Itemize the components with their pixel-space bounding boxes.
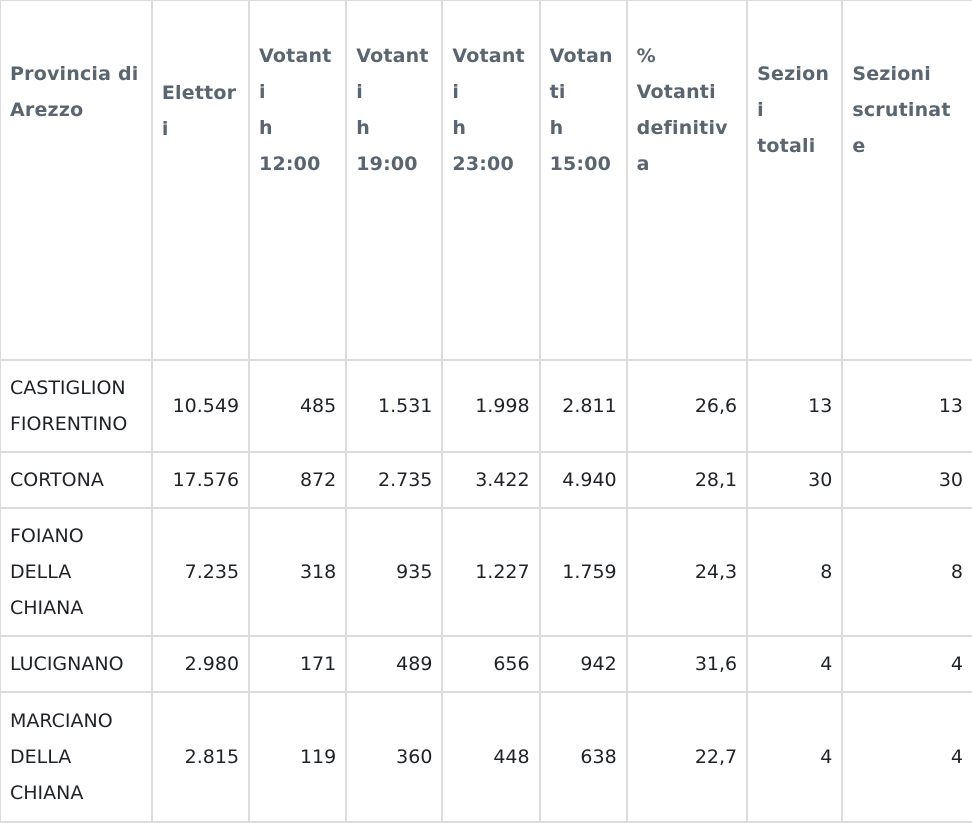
header-provincia: Provincia di Arezzo (0, 0, 153, 361)
cell-provincia: CASTIGLION FIORENTINO (0, 359, 153, 453)
cell-votanti-12: 318 (248, 507, 348, 637)
cell-votanti-23: 1.998 (441, 359, 541, 453)
cell-votanti-12: 485 (248, 359, 348, 453)
cell-sezioni-totali: 8 (746, 507, 844, 637)
table-header-row: Provincia di Arezzo Elettori Votanti h 1… (0, 0, 972, 361)
cell-votanti-15: 1.759 (538, 507, 628, 637)
cell-votanti-23: 3.422 (441, 451, 541, 509)
cell-sezioni-scrutinate: 30 (841, 451, 972, 509)
cell-sezioni-scrutinate: 4 (841, 635, 972, 693)
header-elettori: Elettori (150, 0, 251, 361)
cell-sezioni-totali: 4 (746, 691, 844, 823)
cell-elettori: 7.235 (150, 507, 251, 637)
header-votanti-12: Votanti h 12:00 (248, 0, 348, 361)
cell-votanti-15: 2.811 (538, 359, 628, 453)
cell-elettori: 10.549 (150, 359, 251, 453)
cell-votanti-23: 656 (441, 635, 541, 693)
cell-votanti-19: 2.735 (345, 451, 444, 509)
table-row: CORTONA 17.576 872 2.735 3.422 4.940 28,… (0, 451, 972, 509)
cell-percent-votanti: 31,6 (625, 635, 749, 693)
cell-votanti-12: 171 (248, 635, 348, 693)
cell-sezioni-totali: 13 (746, 359, 844, 453)
cell-sezioni-scrutinate: 4 (841, 691, 972, 823)
cell-votanti-12: 119 (248, 691, 348, 823)
cell-votanti-19: 935 (345, 507, 444, 637)
header-votanti-23: Votanti h 23:00 (441, 0, 541, 361)
cell-votanti-23: 448 (441, 691, 541, 823)
cell-sezioni-totali: 4 (746, 635, 844, 693)
table-row: FOIANO DELLA CHIANA 7.235 318 935 1.227 … (0, 507, 972, 637)
cell-provincia: CORTONA (0, 451, 153, 509)
cell-elettori: 2.815 (150, 691, 251, 823)
cell-sezioni-scrutinate: 13 (841, 359, 972, 453)
cell-percent-votanti: 28,1 (625, 451, 749, 509)
table-row: CASTIGLION FIORENTINO 10.549 485 1.531 1… (0, 359, 972, 453)
cell-sezioni-scrutinate: 8 (841, 507, 972, 637)
cell-percent-votanti: 26,6 (625, 359, 749, 453)
cell-votanti-19: 489 (345, 635, 444, 693)
cell-votanti-15: 4.940 (538, 451, 628, 509)
cell-sezioni-totali: 30 (746, 451, 844, 509)
header-sezioni-scrutinate: Sezioni scrutinate (841, 0, 972, 361)
cell-votanti-19: 1.531 (345, 359, 444, 453)
cell-provincia: LUCIGNANO (0, 635, 153, 693)
header-sezioni-totali: Sezioni totali (746, 0, 844, 361)
header-percent-votanti: % Votanti definitiva (625, 0, 749, 361)
cell-percent-votanti: 24,3 (625, 507, 749, 637)
cell-votanti-15: 942 (538, 635, 628, 693)
cell-votanti-23: 1.227 (441, 507, 541, 637)
cell-provincia: MARCIANO DELLA CHIANA (0, 691, 153, 823)
header-votanti-15: Votanti h 15:00 (538, 0, 628, 361)
table-row: MARCIANO DELLA CHIANA 2.815 119 360 448 … (0, 691, 972, 823)
table-row: LUCIGNANO 2.980 171 489 656 942 31,6 4 4 (0, 635, 972, 693)
header-votanti-19: Votanti h 19:00 (345, 0, 444, 361)
cell-votanti-12: 872 (248, 451, 348, 509)
cell-provincia: FOIANO DELLA CHIANA (0, 507, 153, 637)
cell-elettori: 2.980 (150, 635, 251, 693)
cell-votanti-15: 638 (538, 691, 628, 823)
cell-votanti-19: 360 (345, 691, 444, 823)
cell-percent-votanti: 22,7 (625, 691, 749, 823)
cell-elettori: 17.576 (150, 451, 251, 509)
